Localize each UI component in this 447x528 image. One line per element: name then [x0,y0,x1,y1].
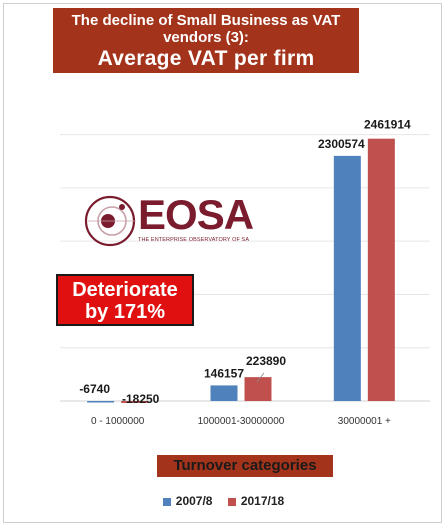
data-label-2-3: 2461914 [364,118,411,132]
chart-legend: 2007/8 2017/18 [0,494,447,508]
eosa-logo: EOSA THE ENTERPRISE OBSERVATORY OF SA [82,190,272,252]
category-tick-label: 30000001 + [338,416,391,427]
deteriorate-badge-line1: Deteriorate [72,279,178,301]
eosa-logo-sa: SA [196,191,254,238]
chart-title-line1: The decline of Small Business as VAT ven… [71,12,341,46]
data-label-1-1: -6740 [79,382,110,396]
deteriorate-badge-line2: by 171% [84,301,166,323]
eosa-logo-subtitle: THE ENTERPRISE OBSERVATORY OF SA [138,237,250,243]
data-label-2-1: -18250 [122,392,160,406]
label-leader-line [256,372,265,383]
eosa-logo-o: O [165,191,198,238]
eosa-logo-mark [84,195,136,247]
eosa-logo-word: EOSA [138,191,254,238]
bar-1-2 [210,385,238,401]
eosa-logo-e: E [138,191,166,238]
data-label-2-2: 223890 [246,354,286,368]
chart-frame [3,3,442,523]
x-axis-title: Turnover categories [157,455,333,477]
data-label-1-2: 146157 [204,366,244,380]
category-tick-label: 0 - 1000000 [91,416,145,427]
legend-item-series1: 2007/8 [162,494,213,508]
deteriorate-badge: Deteriorate by 171% [56,274,194,326]
bar-1-1 [87,401,115,403]
bar-2-2 [244,377,272,401]
legend-label-series1: 2007/8 [175,494,213,508]
legend-label-series2: 2017/18 [240,494,285,508]
bar-2-1 [121,401,149,403]
legend-item-series2: 2017/18 [227,494,285,508]
data-label-1-3: 2300574 [318,137,365,151]
bar-1-3 [333,155,361,401]
legend-swatch-series1 [162,497,171,506]
bar-2-3 [367,138,395,401]
chart-title-line2: Average VAT per firm [97,47,315,70]
category-tick-label: 1000001-30000000 [198,416,285,427]
legend-swatch-series2 [227,497,236,506]
chart-title-box: The decline of Small Business as VAT ven… [53,8,359,73]
